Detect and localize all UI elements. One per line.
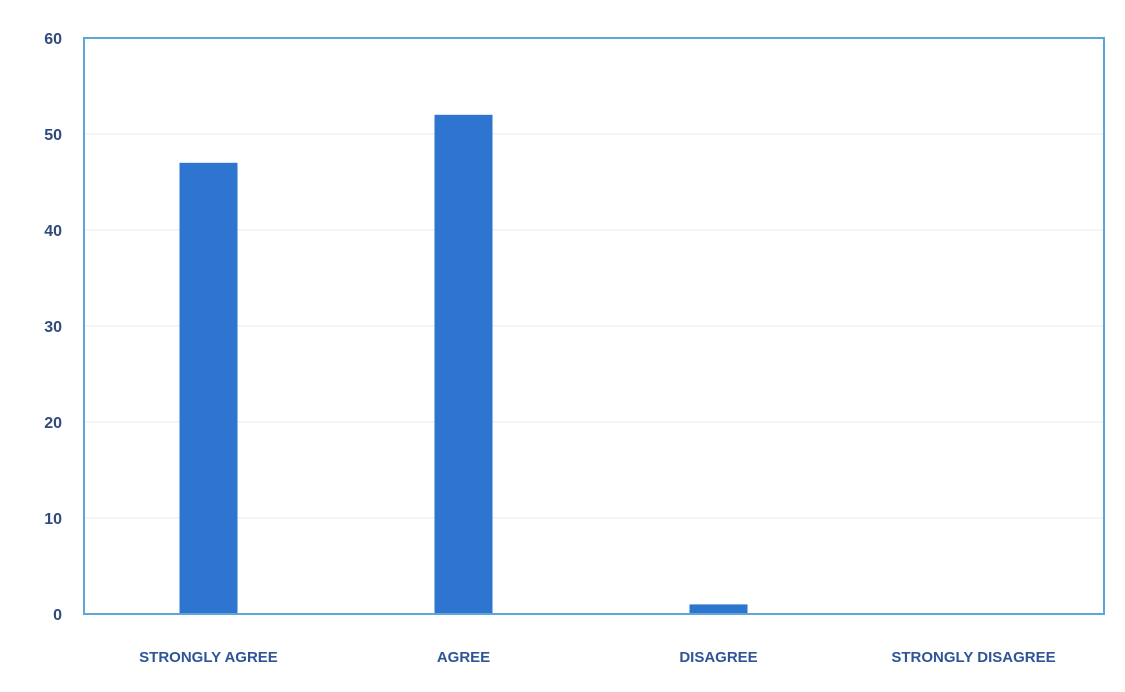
x-category-label-strongly-disagree: STRONGLY DISAGREE (891, 649, 1055, 666)
bar-disagree (689, 604, 748, 614)
y-tick-label-0: 0 (53, 607, 62, 624)
y-tick-label-60: 60 (44, 31, 62, 48)
bars (179, 114, 748, 615)
x-category-label-agree: AGREE (437, 649, 490, 666)
y-tick-label-20: 20 (44, 415, 62, 432)
gridlines (84, 133, 1104, 519)
y-tick-label-10: 10 (44, 511, 62, 528)
x-category-label-strongly-agree: STRONGLY AGREE (139, 649, 278, 666)
y-tick-label-50: 50 (44, 127, 62, 144)
y-axis-tick-labels: 0 10 20 30 40 50 60 (44, 31, 62, 624)
x-category-label-disagree: DISAGREE (679, 649, 757, 666)
y-tick-label-30: 30 (44, 319, 62, 336)
x-axis-category-labels: STRONGLY AGREE AGREE DISAGREE STRONGLY DISA… (139, 649, 1055, 666)
bar-strongly-agree (179, 162, 238, 615)
plot-frame (83, 37, 1105, 615)
bar-agree (434, 114, 493, 615)
y-tick-label-40: 40 (44, 223, 62, 240)
